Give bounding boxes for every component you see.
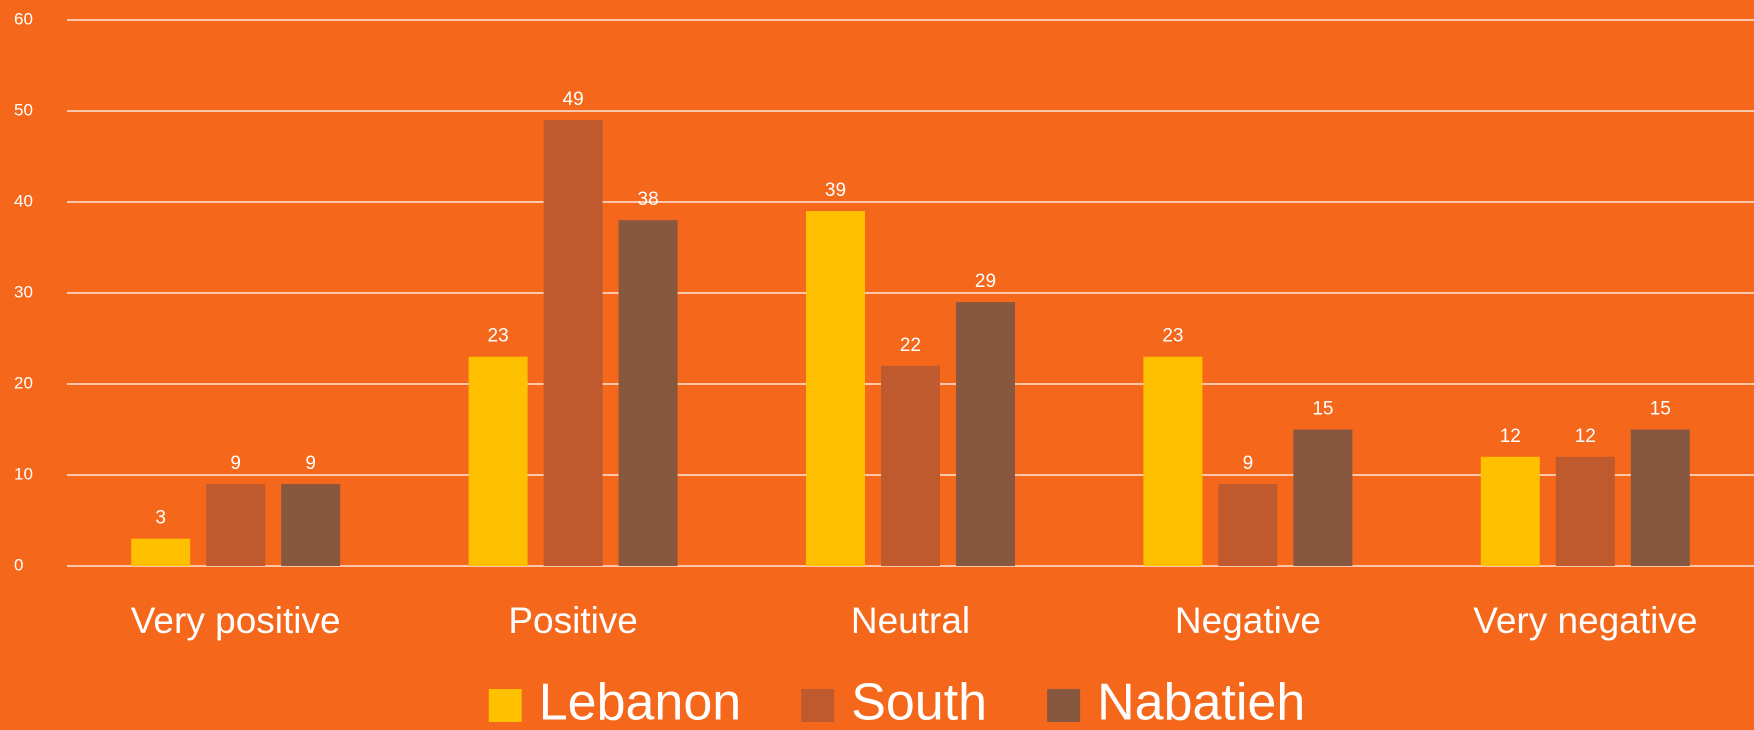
y-tick-label: 50 [14,100,33,119]
bar [1293,429,1353,566]
value-label: 3 [155,508,166,529]
value-label: 29 [975,271,996,292]
value-label: 9 [1243,453,1254,474]
x-tick-label: Very positive [131,600,341,641]
x-tick-label: Positive [508,600,638,641]
value-label: 15 [1650,399,1671,420]
legend-swatch [488,689,522,722]
value-label: 12 [1575,426,1596,447]
bar [881,365,940,566]
bar [1143,356,1203,566]
y-tick-label: 30 [14,282,33,301]
bar [618,220,678,566]
value-label: 23 [488,326,509,347]
value-label: 39 [825,180,846,201]
y-tick-label: 10 [14,464,33,483]
bar [131,538,191,566]
legend-swatch [1047,689,1081,722]
bar [956,302,1015,566]
legend-label: Nabatieh [1097,674,1305,730]
y-tick-label: 0 [14,555,23,574]
value-label: 12 [1500,426,1521,447]
bar [543,120,603,566]
bar [1480,456,1540,566]
legend-label: South [851,674,987,730]
x-tick-label: Negative [1175,600,1321,641]
value-label: 15 [1312,399,1333,420]
bar [806,211,865,566]
bar [206,484,266,566]
value-label: 49 [563,89,584,110]
y-tick-label: 60 [14,9,33,28]
y-tick-label: 20 [14,373,33,392]
x-tick-label: Neutral [851,600,970,641]
bar [1218,484,1278,566]
x-tick-label: Very negative [1473,600,1697,641]
bar [1630,429,1690,566]
value-label: 9 [305,453,316,474]
bar [468,356,528,566]
bar [281,484,341,566]
value-label: 9 [230,453,241,474]
value-label: 23 [1162,326,1183,347]
y-tick-label: 40 [14,191,33,210]
legend-label: Lebanon [539,674,741,730]
bar [1555,456,1615,566]
value-label: 22 [900,335,921,356]
value-label: 38 [638,189,659,210]
legend-swatch [801,689,835,722]
